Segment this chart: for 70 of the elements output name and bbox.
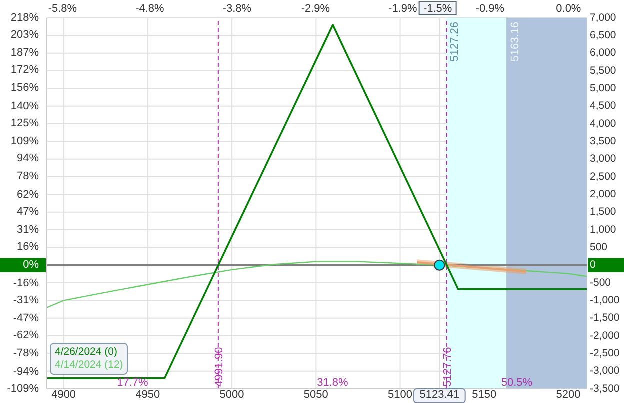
x2-tick-label: -1.9% [388, 3, 418, 15]
y-tick-label: 62% [16, 188, 40, 201]
y2-tick-label: 7,000 [590, 12, 616, 24]
x-tick-label: 4900 [52, 389, 76, 402]
y2-tick-label: 4,500 [590, 100, 616, 112]
y2-tick-label: -1,000 [590, 294, 620, 306]
ref-line-label: 5127.76 [442, 347, 454, 387]
y-tick-label: -78% [13, 348, 40, 360]
band-label: 5163.16 [510, 22, 522, 62]
y-tick-label: -94% [13, 366, 40, 378]
x-tick-label: 5123.41 [420, 389, 460, 402]
y-tick-label: 78% [16, 170, 40, 183]
y2-tick-label: 0 [590, 259, 596, 272]
y-tick-label: 0% [23, 259, 40, 272]
y-tick-label: 203% [10, 28, 40, 41]
y2-tick-label: 3,000 [590, 153, 616, 166]
x2-tick-label: 0.0% [556, 3, 582, 15]
x-tick-label: 4950 [136, 389, 160, 402]
series-label: 4/26/2024 (0) [55, 346, 118, 359]
y-tick-label: 218% [10, 12, 40, 24]
y2-tick-label: -2,000 [590, 330, 620, 342]
y2-tick-label: 1,000 [590, 224, 616, 236]
x-tick-label: 5100 [388, 389, 413, 402]
annotation: 17.7% [117, 377, 149, 389]
y-tick-label: 109% [10, 136, 40, 148]
x2-tick-label: -3.8% [222, 3, 252, 15]
y-tick-label: 125% [10, 117, 40, 130]
y2-tick-label: -1,500 [590, 312, 620, 324]
y2-tick-label: 3,500 [590, 135, 616, 148]
line-series [47, 261, 587, 308]
y2-tick-label: 2,000 [590, 188, 616, 200]
y-tick-label: 172% [10, 64, 40, 76]
y-tick-label: 140% [10, 100, 40, 112]
x2-tick-label: -2.9% [301, 3, 330, 15]
y-tick-label: -109% [7, 382, 40, 395]
y-tick-label: -16% [13, 277, 40, 290]
y2-tick-label: 5,000 [590, 82, 616, 94]
y2-tick-label: -3,000 [590, 365, 620, 378]
y-tick-label: -31% [13, 294, 40, 306]
x2-tick-label: -0.9% [476, 3, 505, 15]
x-tick-label: 5050 [304, 389, 328, 402]
text: 4/14/2024 (12) [55, 359, 124, 372]
y-tick-label: 16% [16, 241, 40, 254]
x-tick-label: 5150 [472, 389, 497, 402]
x2-tick-label: -4.8% [136, 3, 165, 15]
y-tick-label: 31% [16, 224, 40, 236]
x-tick-label: 5200 [556, 389, 581, 402]
y-tick-label: 47% [16, 206, 40, 218]
y2-tick-label: -3,500 [590, 382, 620, 395]
x-tick-label: 5000 [220, 389, 244, 402]
y-tick-label: 156% [10, 82, 40, 94]
annotation: 50.5% [501, 377, 533, 389]
y2-tick-label: 1,500 [590, 206, 616, 218]
y2-tick-label: 4,000 [590, 118, 616, 130]
x2-tick-label: -5.8% [48, 3, 78, 15]
annotation: 31.8% [317, 377, 349, 389]
ref-line-label: 4991.90 [213, 347, 226, 387]
y-tick-label: -47% [13, 312, 40, 325]
y2-tick-label: -500 [590, 276, 612, 289]
y-tick-label: 94% [16, 152, 40, 165]
band-label: 5127.26 [449, 22, 462, 62]
y2-tick-label: 6,500 [590, 29, 616, 42]
y2-tick-label: 500 [590, 241, 608, 254]
y2-tick-label: 5,500 [590, 64, 616, 77]
y2-tick-label: 6,000 [590, 47, 616, 60]
y2-tick-label: -2,500 [590, 347, 620, 360]
x2-tick-label: -1.5% [423, 3, 452, 15]
y2-tick-label: 2,500 [590, 170, 616, 183]
y-tick-label: 187% [10, 47, 40, 60]
y-tick-label: -62% [13, 330, 40, 342]
